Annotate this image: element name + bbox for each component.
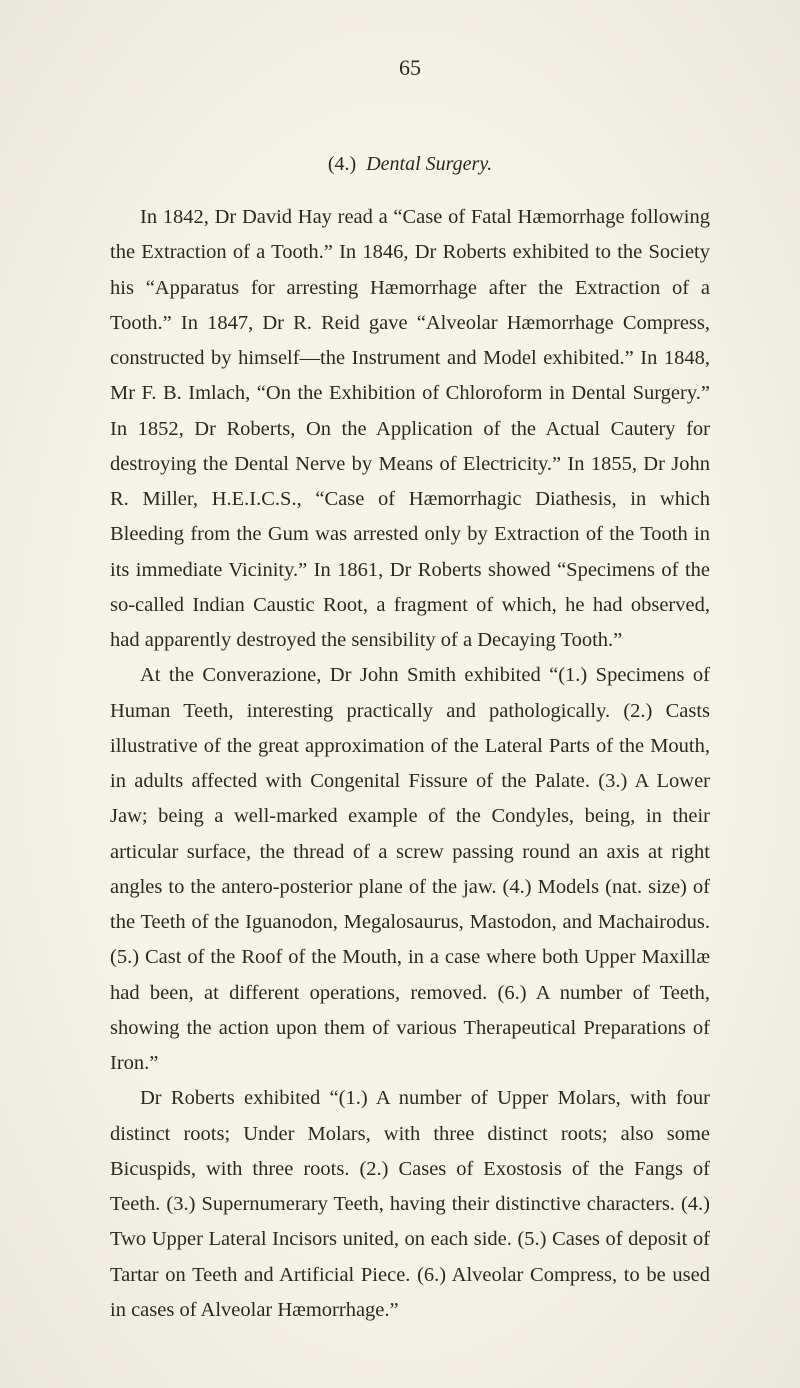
paragraph-1: In 1842, Dr David Hay read a “Case of Fa…: [110, 200, 710, 658]
section-heading: (4.) Dental Surgery.: [110, 153, 710, 176]
paragraph-3: Dr Roberts exhibited “(1.) A number of U…: [110, 1081, 710, 1328]
paragraph-2: At the Converazione, Dr John Smith exhib…: [110, 658, 710, 1081]
page-number: 65: [110, 55, 710, 81]
section-number: (4.): [328, 153, 356, 175]
section-title-italic: Dental Surgery.: [366, 153, 492, 175]
page-container: 65 (4.) Dental Surgery. In 1842, Dr Davi…: [0, 0, 800, 1388]
